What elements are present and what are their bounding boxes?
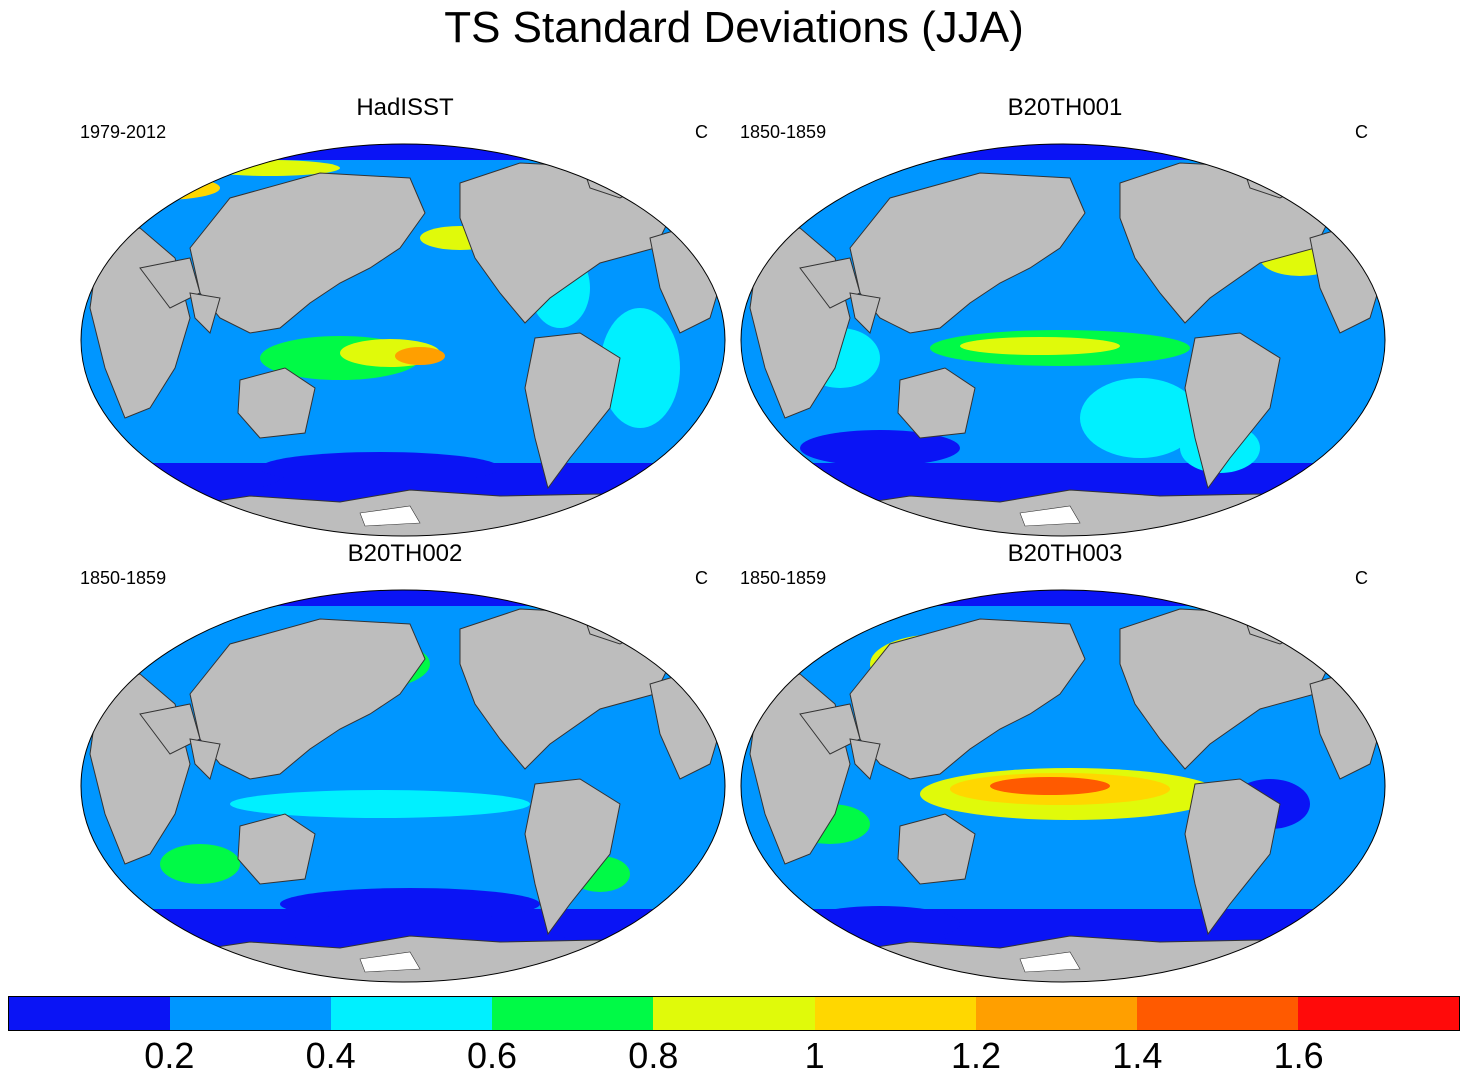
figure-title: TS Standard Deviations (JJA)	[444, 3, 1024, 52]
eurasia-landmass	[849, 172, 1086, 334]
eurasia-landmass	[189, 172, 426, 334]
south-america-landmass	[524, 332, 621, 490]
ice-shelf	[359, 951, 421, 973]
arctic-band	[741, 590, 1385, 606]
colorbar-box	[492, 997, 654, 1030]
panel-title: B20TH002	[347, 540, 463, 567]
map-plot	[80, 589, 726, 983]
contour-region	[800, 906, 960, 942]
south-america-landmass	[524, 778, 621, 936]
arctic-band	[741, 144, 1385, 160]
colorbar-tick-label: 0.2	[144, 1035, 195, 1076]
panel-units: C	[1355, 568, 1368, 588]
colorbar-box	[653, 997, 815, 1030]
colorbar-box	[975, 997, 1137, 1030]
contour-region	[395, 347, 445, 365]
colorbar-tick-label: 1.4	[1112, 1035, 1163, 1076]
map-frame	[80, 589, 726, 983]
arabia-landmass	[139, 257, 201, 309]
map-panel-b20th001: B20TH001 1850-1859 C	[740, 94, 1390, 537]
map-plot	[740, 143, 1386, 537]
antarctica-landmass	[829, 935, 1342, 982]
panel-period: 1850-1859	[740, 122, 827, 142]
colorbar-tick-label: 1	[804, 1035, 825, 1076]
india-landmass	[189, 738, 221, 780]
contour-region	[800, 430, 960, 466]
contour-region	[120, 464, 280, 492]
contour-region	[260, 452, 500, 484]
colorbar-tick-label: 1.2	[950, 1035, 1002, 1076]
contour-region	[280, 888, 540, 920]
panel-period: 1850-1859	[740, 568, 827, 588]
eurasia-landmass	[849, 618, 1086, 780]
map-field	[741, 590, 1385, 982]
colorbar-box	[1297, 997, 1459, 1030]
australia-landmass	[897, 813, 976, 885]
map-plot	[80, 143, 726, 537]
ice-shelf	[359, 505, 421, 527]
panel-units: C	[695, 122, 708, 142]
ice-shelf	[1019, 951, 1081, 973]
eurasia-landmass	[189, 618, 426, 780]
map-panel-hadisst: HadISST 1979-2012 C	[80, 94, 730, 537]
arctic-band	[81, 144, 725, 160]
map-field	[741, 144, 1385, 536]
colorbar	[8, 996, 1460, 1031]
arctic-band	[81, 590, 725, 606]
panel-title: HadISST	[356, 94, 454, 121]
antarctica-landmass	[829, 489, 1342, 536]
india-landmass	[849, 738, 881, 780]
antarctica-landmass	[169, 489, 682, 536]
colorbar-tick-label: 1.6	[1273, 1035, 1324, 1076]
panel-period: 1850-1859	[80, 568, 167, 588]
india-landmass	[849, 292, 881, 334]
colorbar-tick-label: 0.4	[305, 1035, 356, 1076]
contour-region	[990, 777, 1110, 795]
contour-region	[600, 308, 680, 428]
australia-landmass	[237, 813, 316, 885]
colorbar-box	[331, 997, 493, 1030]
antarctica-landmass	[169, 935, 682, 982]
india-landmass	[189, 292, 221, 334]
colorbar-box	[9, 997, 171, 1030]
map-field	[81, 590, 725, 982]
map-frame	[740, 589, 1386, 983]
panel-units: C	[1355, 122, 1368, 142]
australia-landmass	[237, 367, 316, 439]
contour-region	[230, 790, 530, 818]
colorbar-tick-label: 0.8	[628, 1035, 679, 1076]
map-plot	[740, 589, 1386, 983]
contour-region	[160, 844, 240, 884]
colorbar-box	[1136, 997, 1298, 1030]
map-panel-b20th002: B20TH002 1850-1859 C	[80, 540, 730, 983]
arabia-landmass	[799, 703, 861, 755]
map-panel-b20th003: B20TH003 1850-1859 C	[740, 540, 1390, 983]
map-field	[81, 144, 725, 536]
colorbar-box	[170, 997, 332, 1030]
contour-region	[1080, 378, 1200, 458]
south-america-landmass	[1184, 332, 1281, 490]
map-frame	[80, 143, 726, 537]
panel-units: C	[695, 568, 708, 588]
panel-title: B20TH003	[1007, 540, 1123, 567]
colorbar-tick-label: 0.6	[466, 1035, 518, 1076]
contour-region	[960, 337, 1120, 355]
contour-region	[100, 176, 220, 200]
arabia-landmass	[799, 257, 861, 309]
australia-landmass	[897, 367, 976, 439]
panel-period: 1979-2012	[80, 122, 167, 142]
south-america-landmass	[1184, 778, 1281, 936]
colorbar-box	[814, 997, 976, 1030]
ice-shelf	[1019, 505, 1081, 527]
panel-title: B20TH001	[1007, 94, 1123, 121]
map-frame	[740, 143, 1386, 537]
arabia-landmass	[139, 703, 201, 755]
